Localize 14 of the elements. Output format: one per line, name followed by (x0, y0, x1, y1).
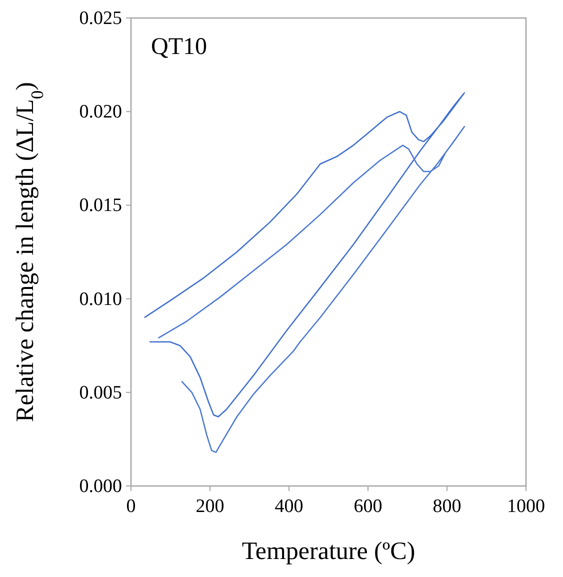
x-tick-label: 200 (196, 496, 224, 517)
x-tick-label: 400 (274, 496, 304, 517)
y-tick-label: 0.015 (79, 195, 122, 216)
y-tick-label: 0.020 (79, 102, 122, 123)
x-tick-label: 0 (126, 496, 136, 517)
x-tick-label: 1000 (507, 496, 545, 517)
x-tick-label: 800 (432, 496, 462, 517)
x-axis-title: Temperature (ºC) (242, 538, 416, 565)
y-tick-label: 0.005 (79, 382, 122, 404)
y-tick-label: 0.025 (79, 8, 122, 29)
y-tick-label: 0.010 (79, 288, 122, 310)
annotation: QT10 (151, 34, 207, 60)
y-tick-label: 0.000 (79, 476, 122, 497)
x-tick-label: 600 (354, 496, 382, 517)
